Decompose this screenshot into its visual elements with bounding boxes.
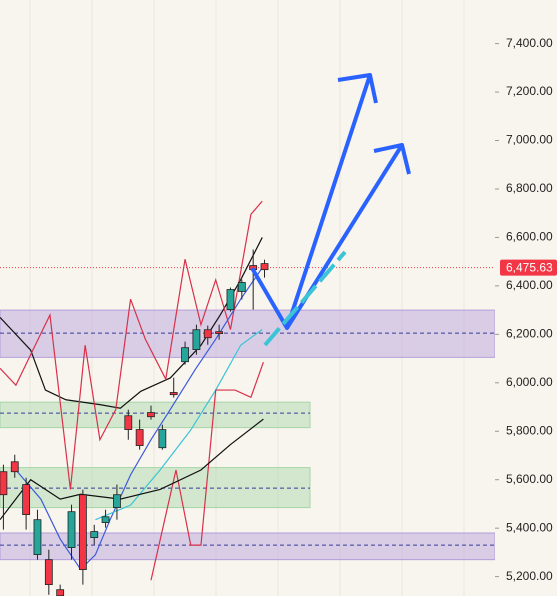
indicator-line [0,237,263,409]
zone [0,309,496,358]
candle-body [101,516,110,523]
candle-body [147,412,155,418]
candle-body [158,429,167,449]
indicator-line [15,267,263,571]
candle-body [10,461,19,473]
y-tick-label: 6,600.00 [506,230,553,244]
y-axis: 5,200.00 5,400.00 5,600.00 5,800.00 6,000.00… [495,0,557,596]
candle-body [135,429,144,446]
y-tick-label: 6,400.00 [506,278,553,292]
y-tick-label: 6,000.00 [506,375,553,389]
candle-body [33,519,42,555]
candle-body [181,347,189,363]
candle-body [124,415,133,430]
candle-body [260,263,269,271]
arrow-head [373,143,411,175]
candle-body [56,589,65,596]
y-tick-label: 5,200.00 [506,569,553,583]
candle-body [90,531,99,539]
y-tick-label: 7,200.00 [506,84,553,98]
plot-area [0,0,496,596]
projection-line [263,250,347,347]
candle-body [226,289,235,311]
candle-body [67,511,76,548]
candle-body [169,392,178,396]
price-label-box [500,259,557,276]
candle-body [44,559,53,586]
candle-body [22,484,31,515]
price-label: 6,475.63 [506,261,553,275]
indicator-line [95,329,263,521]
y-tick-label: 5,800.00 [506,423,553,437]
y-tick-label: 5,400.00 [506,520,553,534]
candle-body [0,471,8,496]
y-tick-label: 6,800.00 [506,181,553,195]
candle-body [113,494,121,508]
arrow-head [337,73,378,104]
zone [0,401,311,429]
indicator-line [0,200,263,490]
candle-body [203,329,212,339]
y-tick-label: 7,000.00 [506,133,553,147]
candle-body [215,331,224,335]
candle-body [192,329,201,351]
y-tick-label: 7,400.00 [506,36,553,50]
y-tick-label: 5,600.00 [506,472,553,486]
zone [0,467,311,509]
axis-background [495,0,557,596]
y-tick-label: 6,200.00 [506,327,553,341]
candle-body [237,282,246,292]
indicator-line [150,362,264,581]
candle-body [78,494,87,570]
annotations [250,73,411,347]
